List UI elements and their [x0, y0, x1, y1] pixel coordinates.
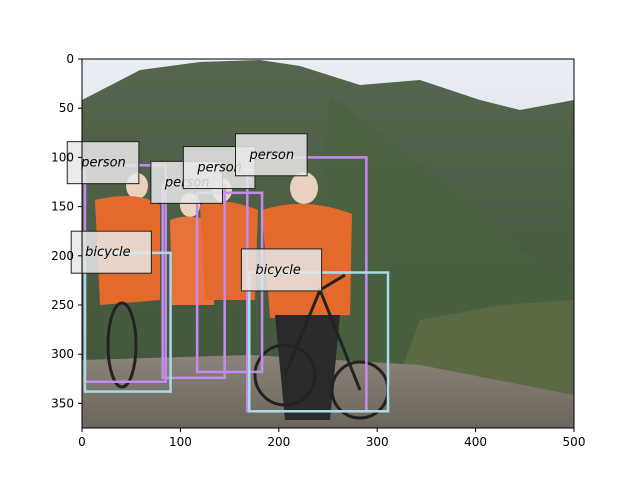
photo [82, 59, 574, 428]
detection-label-text: bicycle [85, 245, 130, 260]
y-tick-label: 300 [51, 347, 74, 361]
y-tick-label: 100 [51, 150, 74, 164]
y-tick-label: 250 [51, 298, 74, 312]
y-tick-label: 350 [51, 396, 74, 410]
x-tick-label: 300 [366, 435, 389, 449]
x-tick-label: 100 [169, 435, 192, 449]
x-tick-label: 500 [563, 435, 586, 449]
detection-label-5: bicycle [70, 230, 152, 274]
x-tick-label: 200 [267, 435, 290, 449]
detection-label-text: person [80, 156, 126, 171]
detection-label-text: person [249, 148, 295, 163]
detection-label-6: bicycle [240, 248, 323, 292]
x-axis: 0 100 200 300 400 500 [78, 428, 585, 449]
y-tick-label: 0 [66, 52, 74, 66]
x-tick-label: 0 [78, 435, 86, 449]
detection-labels: personpersonpersonpersonbicyclebicycle [66, 133, 323, 292]
image-frame [81, 58, 575, 429]
detection-label-text: person [196, 161, 242, 176]
y-axis: 0 50 100 150 200 250 300 350 [51, 52, 82, 410]
detection-label-text: bicycle [255, 263, 300, 278]
y-tick-label: 50 [59, 101, 74, 115]
detection-label-4: person [235, 133, 308, 177]
y-tick-label: 200 [51, 249, 74, 263]
detection-label-1: person [66, 141, 140, 185]
x-tick-label: 400 [464, 435, 487, 449]
y-tick-label: 150 [51, 200, 74, 214]
